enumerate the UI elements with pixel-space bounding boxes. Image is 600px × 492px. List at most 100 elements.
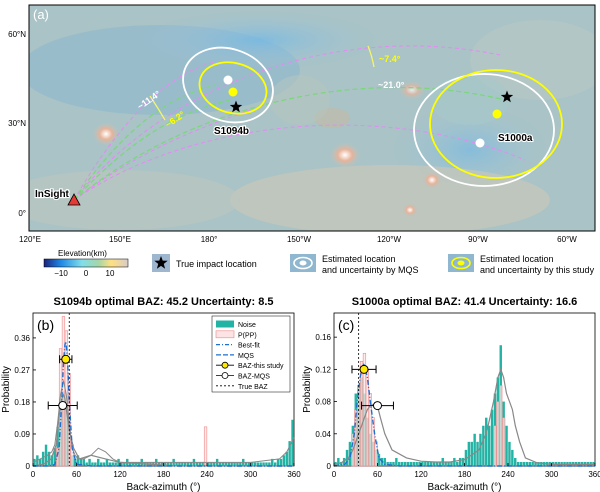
ppp-bar xyxy=(496,401,500,467)
noise-bar xyxy=(450,461,453,466)
noise-bar xyxy=(256,462,259,466)
noise-bar xyxy=(41,451,45,466)
x-tick-label: 120 xyxy=(113,470,127,479)
panel-label-a: (a) xyxy=(33,7,49,22)
lon-tick-label: 60°W xyxy=(557,235,577,244)
noise-bar xyxy=(519,461,523,466)
x-tick-label: 360 xyxy=(287,470,301,479)
x-tick-label: 120 xyxy=(414,470,428,479)
noise-bar xyxy=(273,462,277,466)
y-tick-label: 0.27 xyxy=(14,366,30,375)
legend-label: BAZ-this study xyxy=(238,363,284,370)
noise-bar xyxy=(429,461,433,466)
noise-bar xyxy=(131,462,135,466)
y-tick-label: 0.16 xyxy=(315,333,331,342)
noise-bar xyxy=(453,457,456,466)
noise-bar xyxy=(403,461,407,466)
terrain-highland xyxy=(470,20,595,100)
noise-bar xyxy=(395,457,398,466)
s1094b-study-ellipse xyxy=(198,61,268,115)
volcano-elysium xyxy=(92,122,120,146)
noise-bar xyxy=(268,462,271,466)
baz-mqs-marker xyxy=(373,401,382,411)
noise-bar xyxy=(458,457,462,466)
noise-bar xyxy=(123,462,126,466)
angle-arc-s1000a xyxy=(367,45,375,68)
y-tick-label: 0.09 xyxy=(14,430,30,439)
y-tick-label: 0 xyxy=(327,462,332,471)
noise-fit-line xyxy=(32,380,295,463)
x-tick-label: 240 xyxy=(501,470,515,479)
ppp-bar xyxy=(56,447,60,467)
noise-bar xyxy=(157,462,161,466)
legend-mqs-dot-icon xyxy=(299,260,307,266)
terrain-highland xyxy=(29,170,240,230)
noise-bar xyxy=(456,461,459,466)
s1000a-study-location xyxy=(492,109,502,119)
colorbar-title: Elevation(km) xyxy=(58,249,107,258)
path-s1094b-upper xyxy=(73,61,216,201)
noise-bar xyxy=(50,455,54,466)
noise-bar xyxy=(291,419,294,466)
baz-mqs-marker xyxy=(58,401,68,411)
lon-ticks: 120°E 150°E 180° 150°W 120°W 90°W 60°W xyxy=(19,235,577,244)
noise-bar xyxy=(195,462,199,466)
noise-bar xyxy=(33,458,36,466)
noise-bar xyxy=(134,462,138,466)
x-axis-label: Back-azimuth (°) xyxy=(427,482,501,492)
noise-bar xyxy=(76,455,80,466)
baz-this-study-marker xyxy=(61,354,71,364)
x-tick-label: 0 xyxy=(31,470,36,479)
noise-bar xyxy=(505,425,508,466)
noise-bar xyxy=(461,457,465,466)
map-panel: InSight S1094b S1000a ~11.4° ~6.2° ~7.4°… xyxy=(8,4,596,278)
noise-bar xyxy=(282,455,286,466)
noise-bar xyxy=(528,461,531,466)
colorbar: Elevation(km) −10 0 10 xyxy=(43,249,129,278)
legend-study-line2: and uncertainty by this study xyxy=(480,265,595,275)
noise-bar xyxy=(247,462,251,466)
legend-label: Noise xyxy=(238,322,256,329)
legend-label: MQS xyxy=(238,353,254,360)
y-tick-label: 0.36 xyxy=(14,334,30,343)
noise-bar xyxy=(198,462,201,466)
noise-bar xyxy=(44,444,48,466)
noise-bar xyxy=(444,461,447,466)
noise-bar xyxy=(392,461,395,466)
x-tick-label: 60 xyxy=(72,470,81,479)
legend-true-location: True impact location xyxy=(176,259,257,269)
noise-bar xyxy=(108,462,112,466)
noise-bar xyxy=(82,458,85,466)
noise-bar xyxy=(479,433,482,466)
noise-bar xyxy=(224,462,228,466)
noise-bar xyxy=(470,441,473,466)
noise-bar xyxy=(288,441,291,466)
s1094b-study-location xyxy=(228,87,238,97)
noise-bar xyxy=(250,462,254,466)
legend-ppp-swatch xyxy=(215,330,235,339)
x-tick-label: 180 xyxy=(458,470,472,479)
noise-bar xyxy=(534,461,537,466)
best-fit-line xyxy=(33,341,294,467)
lon-tick-label: 90°W xyxy=(468,235,488,244)
noise-bar xyxy=(516,461,520,466)
noise-bar xyxy=(85,462,88,466)
ppp-bar xyxy=(61,316,66,467)
noise-bar xyxy=(262,462,265,466)
noise-bar xyxy=(239,462,242,466)
legend-label: BAZ-MQS xyxy=(238,374,270,381)
x-axis-label: Back-azimuth (°) xyxy=(126,482,200,492)
path-s1000a-upper xyxy=(73,45,501,201)
ppp-bar xyxy=(203,426,208,467)
legend-study-dot-icon xyxy=(457,260,465,266)
noise-bar xyxy=(221,462,225,466)
noise-bar xyxy=(432,461,436,466)
noise-bar xyxy=(345,449,349,466)
noise-bar xyxy=(91,462,94,466)
noise-bar xyxy=(427,461,430,466)
chart-c: S1000a optimal BAZ: 41.4 Uncertainty: 16… xyxy=(302,296,600,492)
ppp-bar xyxy=(499,385,503,467)
noise-bar xyxy=(227,462,230,466)
lon-tick-label: 180° xyxy=(201,235,218,244)
noise-bar xyxy=(435,461,439,466)
